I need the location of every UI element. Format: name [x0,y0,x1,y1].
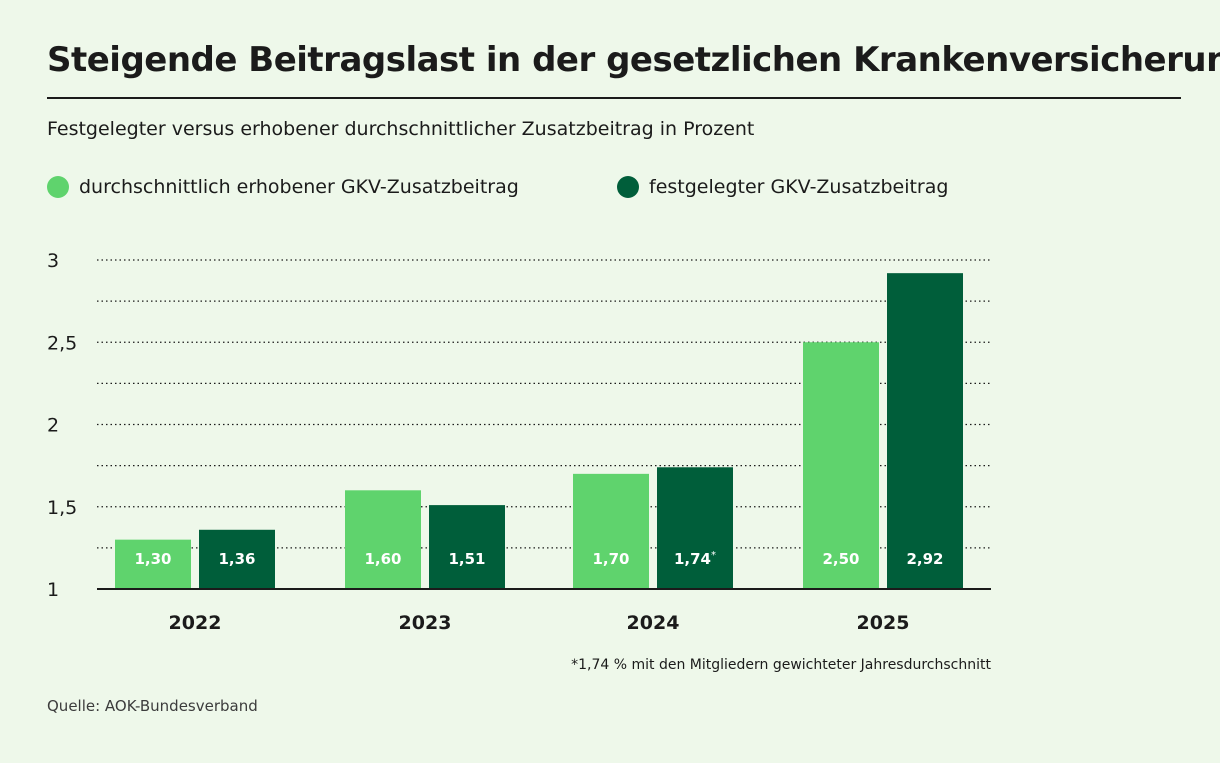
y-tick-label: 2,5 [47,332,77,354]
chart-subtitle: Festgelegter versus erhobener durchschni… [47,118,755,140]
bar-festgelegt [429,505,505,589]
bar-value-label: 1,36 [218,550,255,568]
y-tick-label: 2 [47,415,59,437]
bar-festgelegt [199,529,275,589]
bar-value-label: 1,70 [592,550,629,568]
y-tick-label: 1 [47,579,59,601]
chart-title: Steigende Beitragslast in der gesetzlich… [47,40,1220,80]
title-divider [47,97,1181,99]
bar-value-label: 2,92 [906,550,943,568]
bar-value-label: 1,74* [674,550,716,568]
legend: durchschnittlich erhobener GKV-Zusatzbei… [47,176,1147,202]
footnote-marker: * [711,550,716,561]
bar-value-label: 1,60 [364,550,401,568]
bar-erhoben [345,490,421,589]
legend-label-erhoben: durchschnittlich erhobener GKV-Zusatzbei… [79,176,519,198]
legend-swatch-erhoben [47,176,69,198]
bar-value-label: 1,30 [134,550,171,568]
x-tick-label: 2024 [627,612,680,634]
legend-swatch-festgelegt [617,176,639,198]
source-note: Quelle: AOK-Bundesverband [47,697,258,715]
legend-label-festgelegt: festgelegter GKV-Zusatzbeitrag [649,176,949,198]
bar-erhoben [115,539,191,589]
bar-erhoben [803,342,879,589]
legend-item-festgelegt: festgelegter GKV-Zusatzbeitrag [617,176,948,198]
bar-value-label: 2,50 [822,550,859,568]
x-tick-label: 2023 [399,612,452,634]
bar-festgelegt [657,467,733,589]
legend-item-erhoben: durchschnittlich erhobener GKV-Zusatzbei… [47,176,519,198]
bar-festgelegt [887,273,963,589]
y-tick-label: 1,5 [47,497,77,519]
bar-value-label: 1,51 [448,550,485,568]
x-tick-label: 2022 [169,612,222,634]
y-tick-label: 3 [47,250,59,272]
chart-footnote: *1,74 % mit den Mitgliedern gewichteter … [571,657,991,673]
bar-erhoben [573,473,649,589]
x-tick-label: 2025 [857,612,910,634]
